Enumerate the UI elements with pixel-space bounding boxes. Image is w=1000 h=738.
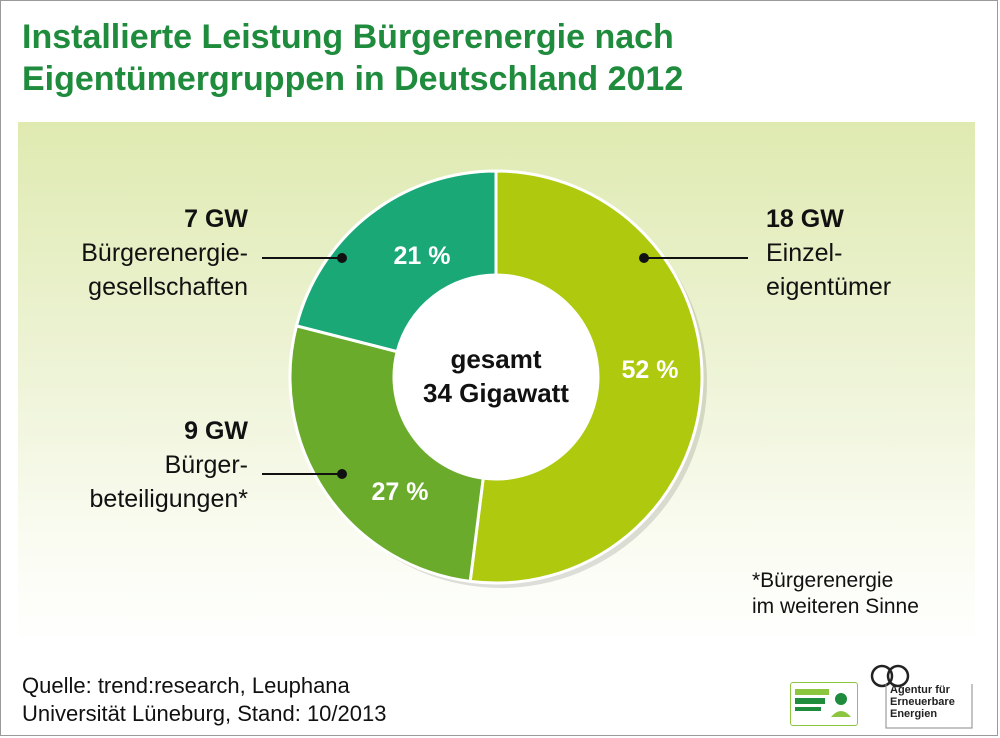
label-buergerenergiegesellschaften-line-2: gesellschaften bbox=[88, 273, 248, 301]
footnote: *Bürgerenergie im weiteren Sinne bbox=[752, 568, 919, 620]
percent-label-buergerbeteiligungen: 27 % bbox=[372, 478, 429, 506]
leader-dot-buergerbeteiligungen bbox=[337, 469, 347, 479]
campaign-logo bbox=[790, 682, 858, 726]
label-einzeleigentuemer: 18 GW Einzel- eigentümer bbox=[766, 202, 891, 304]
footnote-line-2: im weiteren Sinne bbox=[752, 595, 919, 618]
chart-title: Installierte Leistung Bürgerenergie nach… bbox=[22, 16, 922, 100]
source-line-2: Universität Lüneburg, Stand: 10/2013 bbox=[22, 701, 387, 726]
label-buergerenergiegesellschaften: 7 GW Bürgerenergie- gesellschaften bbox=[30, 202, 248, 304]
label-buergerenergiegesellschaften-gw: 7 GW bbox=[184, 205, 248, 233]
agency-logo-graphic bbox=[870, 664, 973, 729]
title-line-2: Eigentümergruppen in Deutschland 2012 bbox=[22, 60, 684, 98]
center-label-line-1: gesamt bbox=[450, 344, 541, 374]
agency-name-line-3: Energien bbox=[890, 708, 938, 720]
agency-name-line-2: Erneuerbare bbox=[890, 696, 955, 708]
campaign-logo-graphic bbox=[795, 689, 851, 717]
label-einzeleigentuemer-line-2: eigentümer bbox=[766, 273, 892, 301]
donut-hole bbox=[394, 275, 598, 479]
label-buergerenergiegesellschaften-line-1: Bürgerenergie- bbox=[81, 239, 248, 267]
label-buergerbeteiligungen: 9 GW Bürger- beteiligungen* bbox=[40, 414, 248, 516]
label-buergerbeteiligungen-line-1: Bürger- bbox=[164, 451, 248, 479]
title-line-1: Installierte Leistung Bürgerenergie nach bbox=[22, 18, 674, 56]
label-buergerbeteiligungen-line-2: beteiligungen* bbox=[89, 485, 248, 513]
agency-logo: Agentur für Erneuerbare Energien bbox=[868, 662, 984, 730]
label-einzeleigentuemer-line-1: Einzel- bbox=[766, 239, 843, 267]
label-buergerbeteiligungen-gw: 9 GW bbox=[184, 417, 248, 445]
source-note: Quelle: trend:research, Leuphana Univers… bbox=[22, 672, 386, 728]
footnote-line-1: *Bürgerenergie bbox=[752, 569, 894, 592]
percent-label-buergerenergiegesellschaften: 21 % bbox=[394, 242, 451, 270]
agency-name-line-1: Agentur für bbox=[890, 684, 950, 696]
leader-dot-buergerenergiegesellschaften bbox=[337, 253, 347, 263]
center-label-line-2: 34 Gigawatt bbox=[423, 378, 569, 408]
percent-label-einzeleigentuemer: 52 % bbox=[622, 356, 679, 384]
leader-dot-einzeleigentuemer bbox=[639, 253, 649, 263]
agency-name: Agentur für Erneuerbare Energien bbox=[890, 684, 955, 720]
label-einzeleigentuemer-gw: 18 GW bbox=[766, 205, 844, 233]
source-line-1: Quelle: trend:research, Leuphana bbox=[22, 673, 350, 698]
